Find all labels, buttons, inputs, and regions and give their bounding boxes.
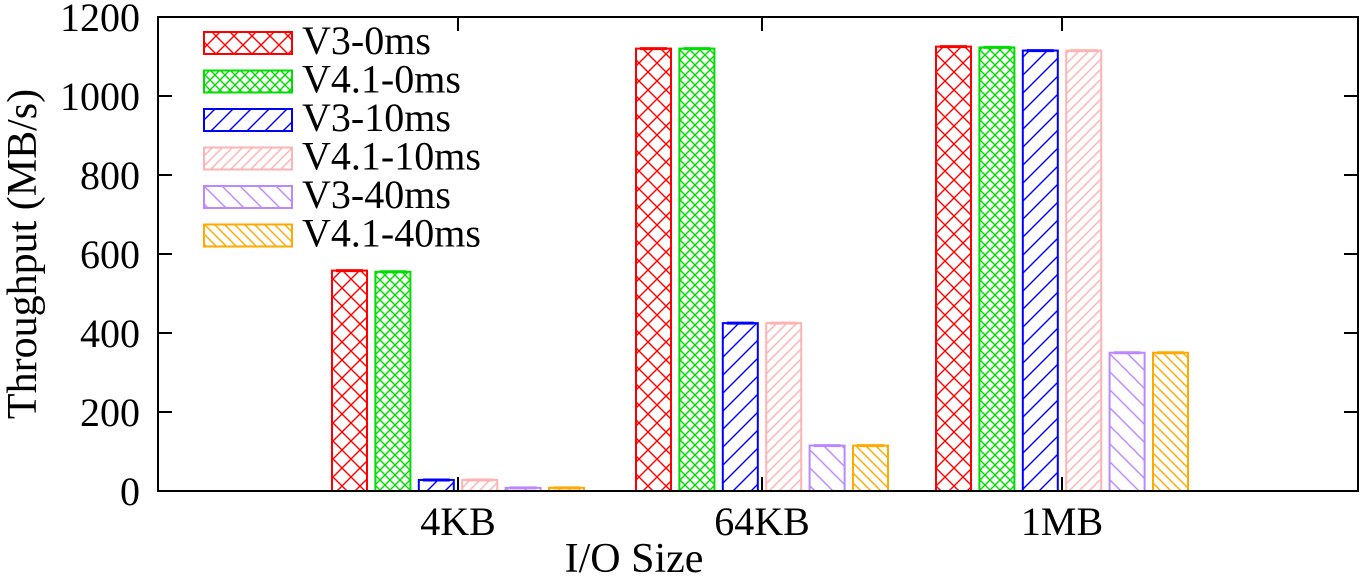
x-ticks: 4KB 64KB 1MB bbox=[420, 17, 1103, 544]
y-tick-label: 1200 bbox=[60, 0, 140, 40]
y-ticks: 0 200 400 600 800 1000 1200 bbox=[60, 0, 1358, 514]
legend-swatch-v4-1-40ms bbox=[203, 223, 293, 248]
legend-swatch-v3-0ms bbox=[203, 31, 293, 55]
y-tick-label: 0 bbox=[120, 469, 140, 514]
legend: V3-0msV4.1-0msV3-10msV4.1-10msV3-40msV4.… bbox=[203, 18, 481, 256]
legend-label-v4-1-0ms: V4.1-0ms bbox=[302, 57, 461, 102]
legend-label-v4-1-10ms: V4.1-10ms bbox=[302, 134, 481, 179]
bar-v3-10ms-1mb bbox=[1021, 49, 1059, 492]
legend-label-v4-1-40ms: V4.1-40ms bbox=[302, 211, 481, 256]
y-tick-label: 200 bbox=[80, 390, 140, 435]
y-tick-label: 600 bbox=[80, 232, 140, 277]
legend-label-v3-40ms: V3-40ms bbox=[302, 172, 451, 217]
y-tick-label: 400 bbox=[80, 311, 140, 356]
bar-v3-10ms-64kb bbox=[721, 322, 759, 492]
bar-v3-0ms-1mb bbox=[935, 45, 972, 492]
x-tick-label-64kb: 64KB bbox=[714, 499, 810, 544]
bar-v3-40ms-1mb bbox=[1108, 351, 1146, 492]
legend-label-v3-10ms: V3-10ms bbox=[302, 95, 451, 140]
legend-swatch-v4-1-0ms bbox=[203, 69, 293, 94]
x-axis-title: I/O Size bbox=[565, 536, 704, 578]
bar-v3-10ms-4kb bbox=[417, 478, 455, 493]
bar-v4-1-10ms-64kb bbox=[765, 322, 803, 492]
y-tick-label: 800 bbox=[80, 153, 140, 198]
bar-v4-1-40ms-1mb bbox=[1152, 351, 1189, 492]
bar-v4-1-10ms-4kb bbox=[461, 478, 499, 493]
bar-v3-0ms-4kb bbox=[331, 269, 368, 492]
bar-v4-1-0ms-1mb bbox=[978, 46, 1016, 492]
bar-v4-1-10ms-1mb bbox=[1065, 49, 1103, 492]
bar-v4-1-0ms-4kb bbox=[374, 270, 412, 492]
bars-layer bbox=[331, 45, 1189, 493]
legend-swatch-v4-1-10ms bbox=[203, 146, 293, 171]
bar-v3-0ms-64kb bbox=[635, 47, 672, 492]
bar-v4-1-40ms-64kb bbox=[852, 444, 889, 493]
bar-v3-40ms-64kb bbox=[808, 444, 846, 493]
legend-swatch-v3-40ms bbox=[203, 185, 293, 209]
bar-v4-1-0ms-64kb bbox=[678, 47, 716, 492]
y-tick-label: 1000 bbox=[60, 74, 140, 119]
x-tick-label-1mb: 1MB bbox=[1021, 499, 1103, 544]
legend-label-v3-0ms: V3-0ms bbox=[302, 18, 431, 63]
x-tick-label-4kb: 4KB bbox=[420, 499, 496, 544]
y-axis-title: Throughput (MB/s) bbox=[0, 89, 46, 419]
legend-swatch-v3-10ms bbox=[203, 108, 293, 132]
